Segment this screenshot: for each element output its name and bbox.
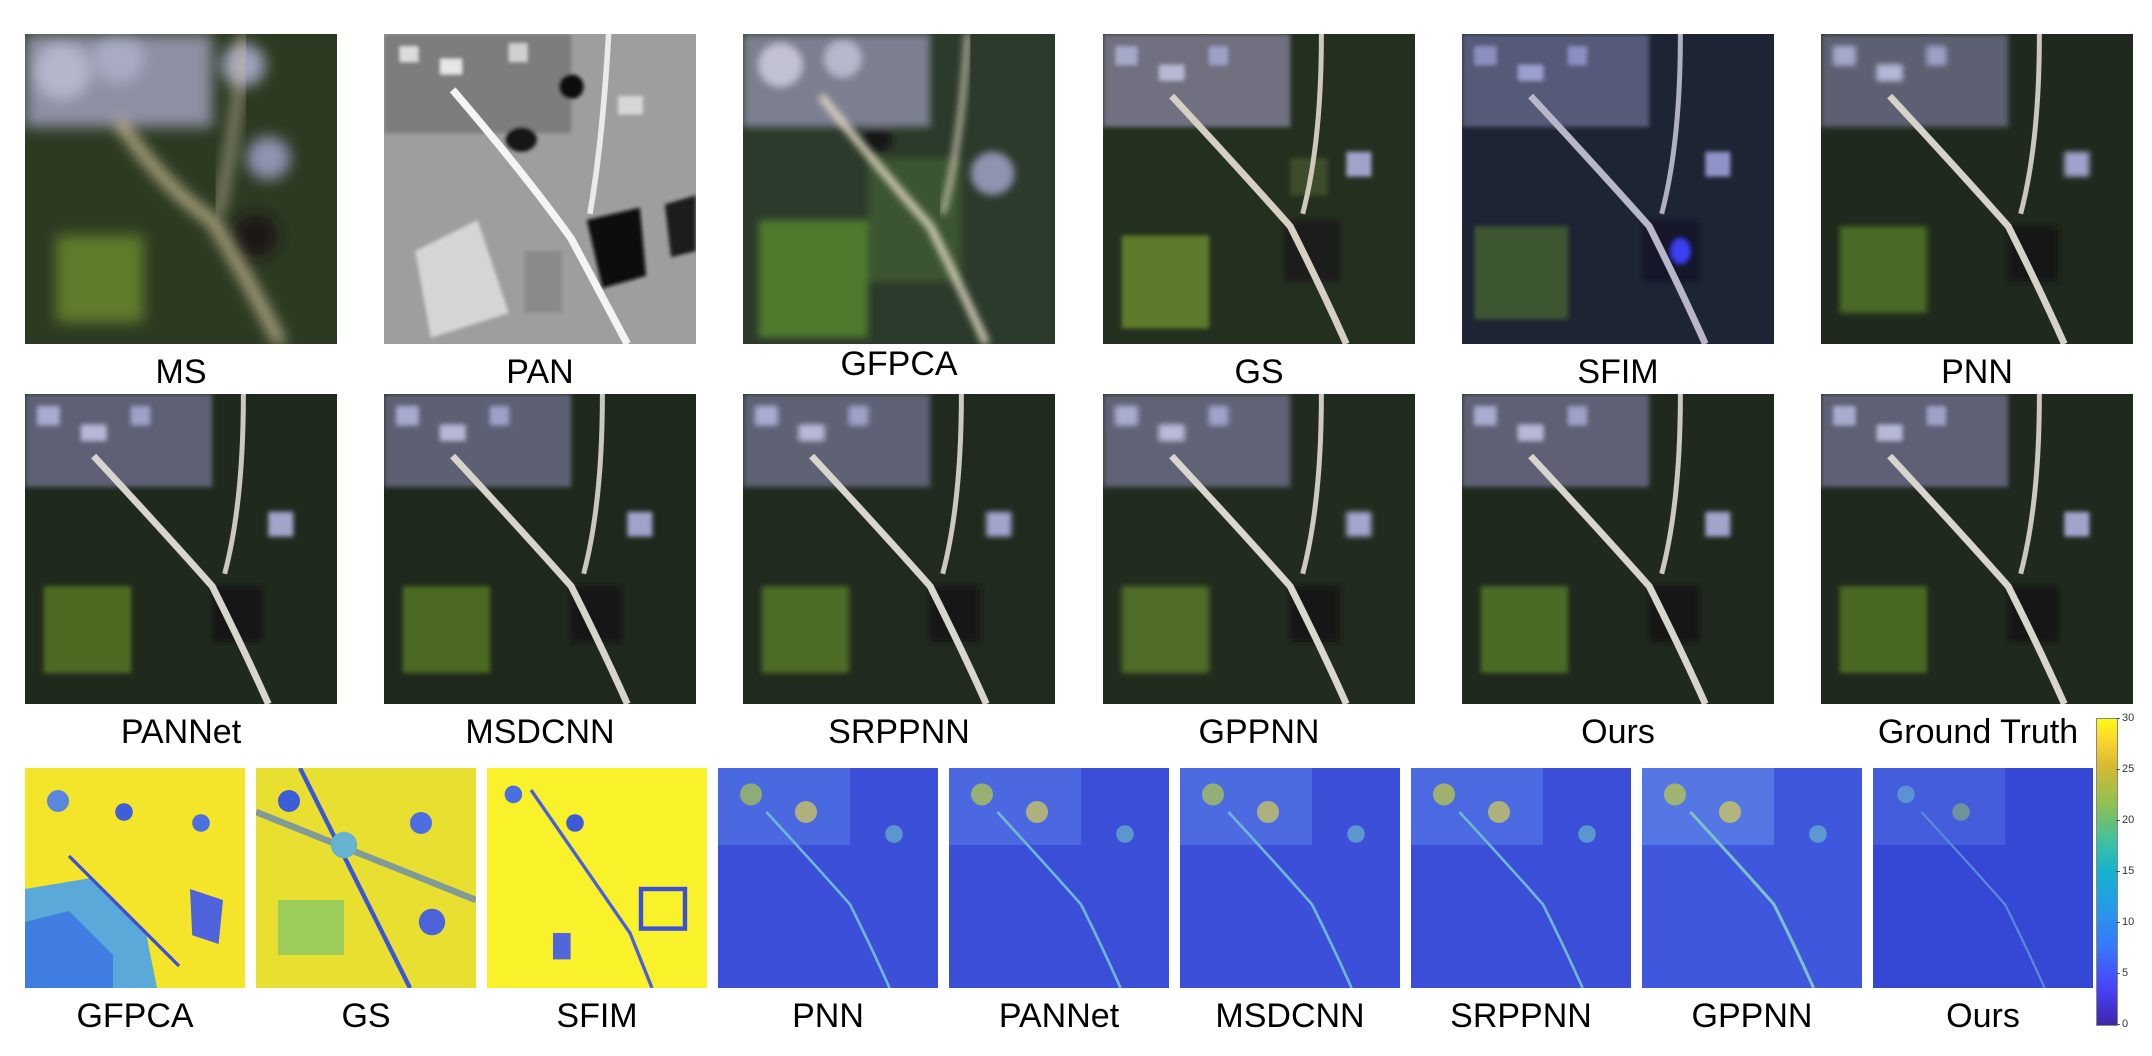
pan-image xyxy=(384,34,696,344)
error-map-image xyxy=(1873,768,2093,988)
error-map-image xyxy=(1180,768,1400,988)
srppnn-image xyxy=(743,394,1055,704)
error-map-label: Ours xyxy=(1946,997,2020,1035)
error-map-label: MSDCNN xyxy=(1215,997,1365,1035)
colorbar-tick-label: 0 xyxy=(2122,1018,2129,1030)
colorbar-tick-mark xyxy=(2116,973,2120,974)
panel-label: MSDCNN xyxy=(465,713,615,751)
error-map-label: GFPCA xyxy=(76,997,194,1035)
panel-label: GFPCA xyxy=(840,345,958,383)
error-map-gppnn: GPPNN xyxy=(1642,768,1862,1035)
error-map-label: SRPPNN xyxy=(1450,997,1592,1035)
msdcnn-image xyxy=(384,394,696,704)
colorbar-tick-mark xyxy=(2116,922,2120,923)
colorbar-tick-label: 30 xyxy=(2122,712,2135,724)
error-map-image xyxy=(949,768,1169,988)
panel-gs: GS xyxy=(1103,34,1415,391)
panel-gppnn: GPPNN xyxy=(1103,394,1415,751)
colorbar-tick-mark xyxy=(2116,820,2120,821)
colorbar-tick-label: 15 xyxy=(2122,865,2135,877)
error-map-srppnn: SRPPNN xyxy=(1411,768,1631,1035)
colorbar-tick-label: 5 xyxy=(2122,967,2129,979)
colorbar xyxy=(2096,718,2118,1026)
error-map-gfpca: GFPCA xyxy=(25,768,245,1035)
panel-ours: Ours xyxy=(1462,394,1774,751)
panel-label: GPPNN xyxy=(1198,713,1320,751)
error-map-pnn: PNN xyxy=(718,768,938,1035)
panel-gfpca: GFPCA xyxy=(743,34,1055,383)
ms-image xyxy=(25,34,337,344)
error-map-msdcnn: MSDCNN xyxy=(1180,768,1400,1035)
panel-label: MS xyxy=(155,353,207,391)
panel-srppnn: SRPPNN xyxy=(743,394,1055,751)
error-map-image xyxy=(718,768,938,988)
error-map-pannet: PANNet xyxy=(949,768,1169,1035)
error-map-image xyxy=(487,768,707,988)
sfim-image xyxy=(1462,34,1774,344)
panel-label: SRPPNN xyxy=(828,713,970,751)
colorbar-tick-label: 25 xyxy=(2122,763,2135,775)
colorbar-tick-label: 10 xyxy=(2122,916,2135,928)
error-map-image xyxy=(1642,768,1862,988)
colorbar-tick-mark xyxy=(2116,769,2120,770)
colorbar-tick-mark xyxy=(2116,1024,2120,1025)
colorbar-tick-label: 20 xyxy=(2122,814,2135,826)
panel-pnn: PNN xyxy=(1821,34,2133,391)
panel-msdcnn: MSDCNN xyxy=(384,394,696,751)
error-map-image xyxy=(25,768,245,988)
panel-label: Ours xyxy=(1581,713,1655,751)
error-map-label: PNN xyxy=(792,997,864,1035)
panel-label: GS xyxy=(1234,353,1284,391)
error-map-label: SFIM xyxy=(556,997,638,1035)
panel-pannet: PANNet xyxy=(25,394,337,751)
panel-label: Ground Truth xyxy=(1877,713,2079,751)
panel-sfim: SFIM xyxy=(1462,34,1774,391)
gppnn-image xyxy=(1103,394,1415,704)
error-map-label: GS xyxy=(341,997,391,1035)
panel-label: PANNet xyxy=(120,713,242,751)
error-map-label: GPPNN xyxy=(1691,997,1813,1035)
colorbar-tick-mark xyxy=(2116,718,2120,719)
panel-ground-truth: Ground Truth xyxy=(1821,394,2133,751)
ours-image xyxy=(1462,394,1774,704)
panel-label: SFIM xyxy=(1577,353,1659,391)
panel-ms: MS xyxy=(25,34,337,391)
pannet-image xyxy=(25,394,337,704)
error-map-image xyxy=(1411,768,1631,988)
ground-truth-image xyxy=(1821,394,2133,704)
error-map-sfim: SFIM xyxy=(487,768,707,1035)
panel-label: PNN xyxy=(1941,353,2013,391)
error-map-label: PANNet xyxy=(998,997,1120,1035)
gs-image xyxy=(1103,34,1415,344)
error-map-gs: GS xyxy=(256,768,476,1035)
gfpca-image xyxy=(743,34,1055,344)
error-map-image xyxy=(256,768,476,988)
colorbar-tick-mark xyxy=(2116,871,2120,872)
panel-label: PAN xyxy=(506,353,574,391)
panel-pan: PAN xyxy=(384,34,696,391)
pnn-image xyxy=(1821,34,2133,344)
error-map-ours: Ours xyxy=(1873,768,2093,1035)
